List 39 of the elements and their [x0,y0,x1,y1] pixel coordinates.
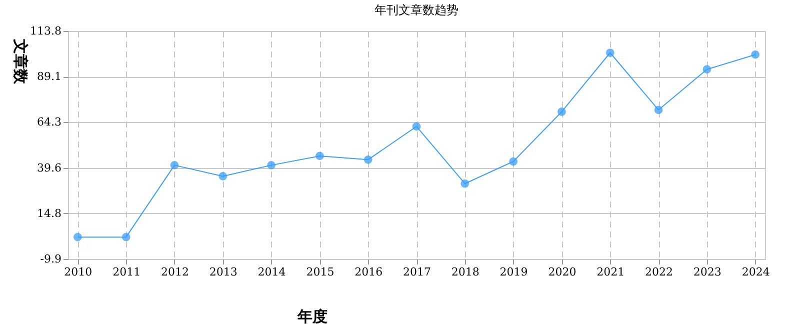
x-tick-label: 2023 [693,266,722,278]
x-tick-label: 2017 [403,266,431,278]
point [509,157,518,166]
point [316,152,324,160]
x-tick-label: 2018 [451,266,480,278]
x-axis-title: 年度 [296,308,328,326]
x-tick-label: 2020 [548,266,576,278]
chart-title: 年刊文章数趋势 [374,3,458,17]
point [412,122,421,131]
point [751,50,760,59]
y-axis-title: 文章数 [12,38,30,85]
x-tick-label: 2021 [596,266,625,278]
point [606,48,614,57]
point [654,106,663,114]
x-tick-label: 2012 [160,266,189,278]
x-tick-label: 2024 [742,266,770,278]
point [364,155,372,164]
y-tick-label: 113.8 [30,24,62,38]
point [558,108,566,116]
x-tick-label: 2011 [112,266,141,278]
x-tick-label: 2015 [306,266,334,278]
point [170,161,179,170]
x-tick-label: 2013 [209,266,238,278]
y-tick-label: -9.9 [40,252,62,266]
x-tick-label: 2010 [64,266,92,278]
point [74,232,82,242]
point [218,172,228,180]
point [702,65,712,74]
y-tick-label: 39.6 [37,161,62,174]
y-tick-label: 64.3 [37,116,62,129]
x-tick-label: 2019 [500,266,528,278]
x-tick-label: 2022 [645,266,674,278]
x-tick-label: 2014 [258,266,286,278]
point [122,232,130,242]
y-tick-label: 89.1 [37,70,62,84]
point [267,161,276,170]
point [460,179,470,188]
y-tick-label: 14.8 [37,206,62,220]
x-tick-label: 2016 [354,266,383,278]
